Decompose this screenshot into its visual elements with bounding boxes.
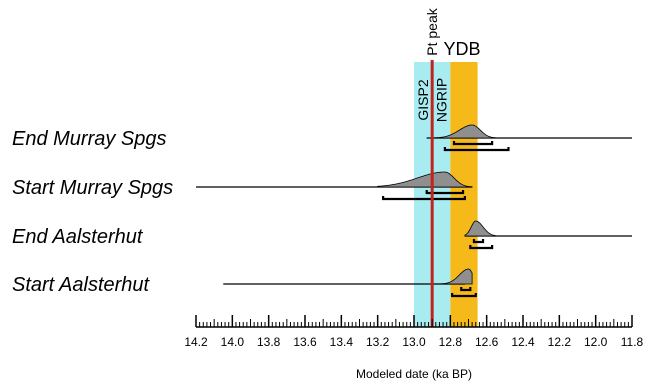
row-end-aalsterhut	[464, 220, 632, 250]
tick-label: 13.2	[366, 335, 390, 349]
row-start-murray-spgs	[196, 171, 473, 201]
band-label-ydb: YDB	[443, 39, 480, 59]
density-curve	[438, 268, 473, 285]
tick-label: 12.0	[584, 335, 608, 349]
band-label-gisp2: GISP2	[415, 79, 431, 120]
x-axis-title: Modeled date (ka BP)	[356, 367, 472, 381]
band-ngrip	[432, 62, 451, 327]
tick-label: 12.8	[439, 335, 463, 349]
pt-peak-label: Pt peak	[424, 7, 440, 55]
range-68-bracket	[452, 141, 494, 146]
range-95-bracket	[451, 293, 477, 298]
labels-layer: End Murray Spgs Start Murray Spgs End Aals…	[12, 7, 480, 296]
row-label: Start Murray Spgs	[12, 177, 173, 199]
density-curve	[377, 171, 473, 188]
band-label-ngrip: NGRIP	[433, 78, 449, 122]
tick-label: 14.2	[184, 335, 208, 349]
tick-label: 13.0	[402, 335, 426, 349]
tick-label: 14.0	[221, 335, 245, 349]
tick-label: 13.8	[257, 335, 281, 349]
range-68-bracket	[425, 190, 465, 195]
row-end-murray-spgs	[426, 124, 632, 152]
tick-label: 12.6	[475, 335, 499, 349]
tick-label: 13.4	[330, 335, 354, 349]
range-95-bracket	[469, 245, 494, 250]
range-68-bracket	[460, 287, 472, 292]
band-ydb	[450, 62, 478, 327]
range-68-bracket	[472, 239, 485, 244]
rows-layer	[196, 124, 632, 298]
density-curve	[426, 124, 497, 139]
row-label: End Aalsterhut	[12, 226, 144, 248]
x-axis: 14.2 14.0 13.8 13.6 13.4 13.2 13.0 12.8 12.6 12.4…	[184, 315, 644, 349]
range-95-bracket	[382, 196, 466, 201]
row-start-aalsterhut	[223, 268, 477, 298]
tick-label: 13.6	[293, 335, 317, 349]
tick-label: 11.8	[621, 335, 644, 349]
tick-label: 12.2	[548, 335, 572, 349]
range-95-bracket	[443, 147, 510, 152]
band-gisp2	[414, 62, 433, 327]
row-label: End Murray Spgs	[12, 128, 167, 150]
density-curve	[464, 220, 497, 237]
row-label: Start Aalsterhut	[12, 274, 151, 296]
tick-label: 12.4	[511, 335, 535, 349]
